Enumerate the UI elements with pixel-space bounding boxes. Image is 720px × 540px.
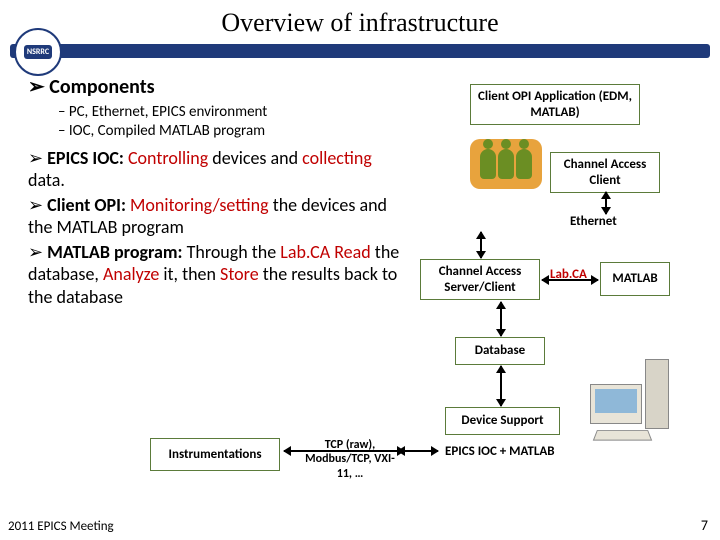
arrow-server-matlab <box>542 279 598 281</box>
b3-c: Read <box>330 241 371 263</box>
arrow-ethernet-server <box>480 232 482 258</box>
b1-a: Controlling <box>124 147 208 169</box>
b3-f: it, then <box>159 263 220 285</box>
b3-b: Lab.CA <box>280 241 330 263</box>
b1-c: collecting <box>302 147 372 169</box>
arrow-ca-ethernet <box>605 192 607 214</box>
box-matlab: MATLAB <box>600 262 670 296</box>
slide-title: Overview of infrastructure <box>0 0 720 38</box>
person-icon <box>480 149 496 179</box>
ethernet-label: Ethernet <box>570 214 617 229</box>
box-ca-server: Channel Access Server/Client <box>420 259 540 300</box>
b2-lead: Client OPI: <box>47 194 126 216</box>
bullet-client-opi: Client OPI: Monitoring/setting the devic… <box>28 194 408 239</box>
keyboard-icon <box>593 430 652 440</box>
footer-meeting: 2011 EPICS Meeting <box>8 519 114 534</box>
architecture-diagram: Client OPI Application (EDM, MATLAB) Cha… <box>410 84 710 484</box>
bullet-matlab-program: MATLAB program: Through the Lab.CA Read … <box>28 241 408 309</box>
box-instrumentations: Instrumentations <box>150 438 280 471</box>
bullet-epics-ioc: EPICS IOC: Controlling devices and colle… <box>28 147 408 192</box>
title-underline <box>10 44 710 58</box>
page-number: 7 <box>701 517 708 534</box>
b1-b: devices and <box>208 147 302 169</box>
b3-a: Through the <box>183 241 281 263</box>
epics-ioc-label: EPICS IOC + MATLAB <box>445 444 555 459</box>
monitor-icon <box>590 384 642 424</box>
box-opi-app: Client OPI Application (EDM, MATLAB) <box>470 84 640 125</box>
box-database: Database <box>455 337 545 365</box>
logo-text: NSRRC <box>24 45 52 59</box>
b2-a: Monitoring/setting <box>126 194 269 216</box>
arrow-server-db <box>500 302 502 336</box>
person-icon <box>516 149 532 179</box>
arrow-db-devsupport <box>500 366 502 406</box>
tower-icon <box>645 359 669 429</box>
people-icon <box>470 139 542 189</box>
box-ca-client: Channel Access Client <box>550 152 660 193</box>
computer-icon <box>590 349 670 459</box>
body-bullets: EPICS IOC: Controlling devices and colle… <box>28 147 408 309</box>
b3-lead: MATLAB program: <box>47 241 182 263</box>
b1-lead: EPICS IOC: <box>47 147 124 169</box>
b3-e: Analyze <box>103 263 159 285</box>
arrow-tcp-devsupport <box>398 450 438 452</box>
person-icon <box>498 149 514 179</box>
tcp-label: TCP (raw), Modbus/TCP, VXI-11, … <box>305 438 395 481</box>
b1-d: data. <box>28 169 65 191</box>
b3-g: Store <box>220 263 259 285</box>
box-device-support: Device Support <box>445 407 560 435</box>
